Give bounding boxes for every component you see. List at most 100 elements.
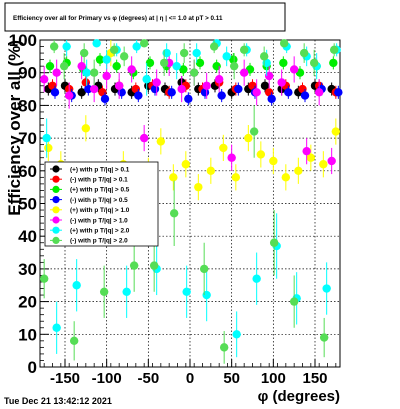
data-point xyxy=(109,45,119,55)
axis-ticks xyxy=(40,39,337,368)
data-point xyxy=(277,78,286,87)
data-point xyxy=(239,45,249,55)
legend-label: (-) with p T/|q| > 1.0 xyxy=(70,217,128,224)
legend-marker xyxy=(52,175,60,183)
data-point xyxy=(327,156,336,166)
legend-marker xyxy=(52,196,60,204)
y-tick-label: 30 xyxy=(18,260,37,279)
data-point xyxy=(62,42,71,51)
data-point xyxy=(81,124,91,133)
data-point xyxy=(209,42,219,51)
legend-label: (-) with p T/|q| > 0.5 xyxy=(70,197,128,204)
data-point xyxy=(229,61,239,71)
data-point xyxy=(142,75,151,84)
data-point xyxy=(217,91,226,100)
legend-marker xyxy=(52,206,60,214)
data-point xyxy=(39,75,49,84)
data-point xyxy=(149,261,159,270)
data-point xyxy=(139,133,149,143)
data-point xyxy=(77,88,86,97)
data-point xyxy=(44,143,53,153)
data-point xyxy=(119,52,129,61)
data-point xyxy=(129,261,139,270)
x-tick-label: -100 xyxy=(92,370,122,387)
legend-label: (+) with p T/|q| > 0.1 xyxy=(70,166,130,173)
data-point xyxy=(239,68,249,77)
y-tick-label: 90 xyxy=(18,64,37,83)
timestamp: Tue Dec 21 13:42:12 2021 xyxy=(4,396,112,406)
chart-title: Efficiency over all for Primary vs φ (de… xyxy=(13,15,223,22)
data-point xyxy=(127,65,136,74)
data-point xyxy=(69,336,79,346)
y-tick-label: 50 xyxy=(18,195,37,214)
data-point xyxy=(114,81,124,90)
data-point xyxy=(77,61,86,71)
x-tick-label: 150 xyxy=(302,370,327,387)
data-point xyxy=(232,330,241,339)
data-point xyxy=(199,264,209,274)
x-tick-label: 50 xyxy=(223,370,240,387)
data-point xyxy=(259,52,269,61)
data-point xyxy=(92,39,101,48)
data-point xyxy=(169,209,179,218)
data-point xyxy=(39,274,49,283)
data-point xyxy=(319,333,329,342)
y-tick-label: 80 xyxy=(18,96,37,115)
data-point xyxy=(306,153,316,162)
y-tick-label: 0 xyxy=(28,358,37,377)
legend-label: (+) with p T/|q| > 2.0 xyxy=(70,228,130,235)
x-tick-label: -150 xyxy=(50,370,80,387)
data-point xyxy=(152,78,161,87)
data-point xyxy=(181,160,191,169)
legend-label: (+) with p T/|q| > 0.5 xyxy=(70,187,130,194)
data-point xyxy=(50,88,60,97)
data-point xyxy=(322,284,331,293)
data-point xyxy=(179,48,189,58)
data-point xyxy=(132,42,141,51)
y-tick-label: 20 xyxy=(18,293,37,312)
data-point xyxy=(100,94,110,104)
legend-marker xyxy=(52,236,60,244)
x-tick-label: -50 xyxy=(137,370,159,387)
data-point xyxy=(206,166,216,175)
data-point xyxy=(169,173,178,182)
data-point xyxy=(172,61,181,71)
data-point xyxy=(42,133,51,143)
data-point xyxy=(189,68,199,77)
data-point xyxy=(214,75,224,84)
data-point xyxy=(289,297,299,306)
data-point xyxy=(289,65,299,74)
data-point xyxy=(299,48,309,58)
data-point xyxy=(49,42,59,51)
data-point xyxy=(45,61,55,71)
data-point xyxy=(227,153,236,162)
data-point xyxy=(256,150,266,159)
data-point xyxy=(102,71,111,81)
data-point xyxy=(279,58,288,68)
series-7 xyxy=(39,39,339,364)
data-point xyxy=(244,133,253,143)
data-point xyxy=(222,52,231,61)
data-point xyxy=(89,68,99,77)
data-point xyxy=(309,58,319,68)
y-tick-label: 10 xyxy=(18,325,37,344)
data-point xyxy=(159,58,169,68)
legend-marker xyxy=(52,226,60,234)
data-point xyxy=(302,146,311,156)
data-point xyxy=(52,68,61,77)
data-point xyxy=(219,343,229,352)
y-tick-label: 70 xyxy=(18,129,37,148)
data-point xyxy=(79,48,89,58)
data-point xyxy=(269,156,278,166)
legend-marker xyxy=(52,165,60,173)
data-point xyxy=(52,323,61,332)
y-axis-label: Efficiency over all (%) xyxy=(5,40,24,216)
data-point xyxy=(102,55,111,64)
data-point xyxy=(260,81,270,90)
data-point xyxy=(202,81,211,90)
title-box xyxy=(4,2,286,32)
data-point xyxy=(294,166,303,175)
legend-marker xyxy=(52,216,60,224)
data-point xyxy=(89,84,99,94)
data-point xyxy=(99,287,109,296)
